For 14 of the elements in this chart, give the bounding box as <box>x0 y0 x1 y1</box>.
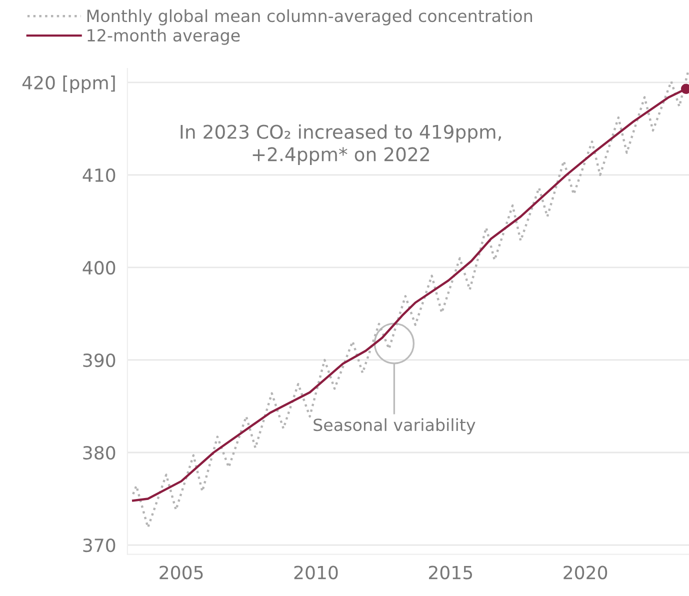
y-tick-label: 380 <box>83 446 116 460</box>
y-tick-label: 390 <box>83 353 116 368</box>
annotation: In 2023 CO₂ increased to 419ppm, +2.4ppm* on 2022 <box>180 124 501 165</box>
y-tick-label: 370 <box>83 538 116 552</box>
x-tick-label: 2010 <box>294 566 338 580</box>
y-tick-label: 410 <box>82 168 116 182</box>
annotation: Seasonal variability <box>314 418 476 434</box>
x-tick-label: 2005 <box>160 566 203 580</box>
legend-label: 12-month average <box>88 28 240 45</box>
x-tick-label: 2015 <box>429 566 472 580</box>
x-tick-label: 2020 <box>564 566 608 580</box>
y-tick-label: 420 [ppm] <box>22 76 115 94</box>
y-tick-label: 400 <box>82 260 116 275</box>
legend-label: Monthly global mean column-averaged concentration <box>87 9 532 26</box>
